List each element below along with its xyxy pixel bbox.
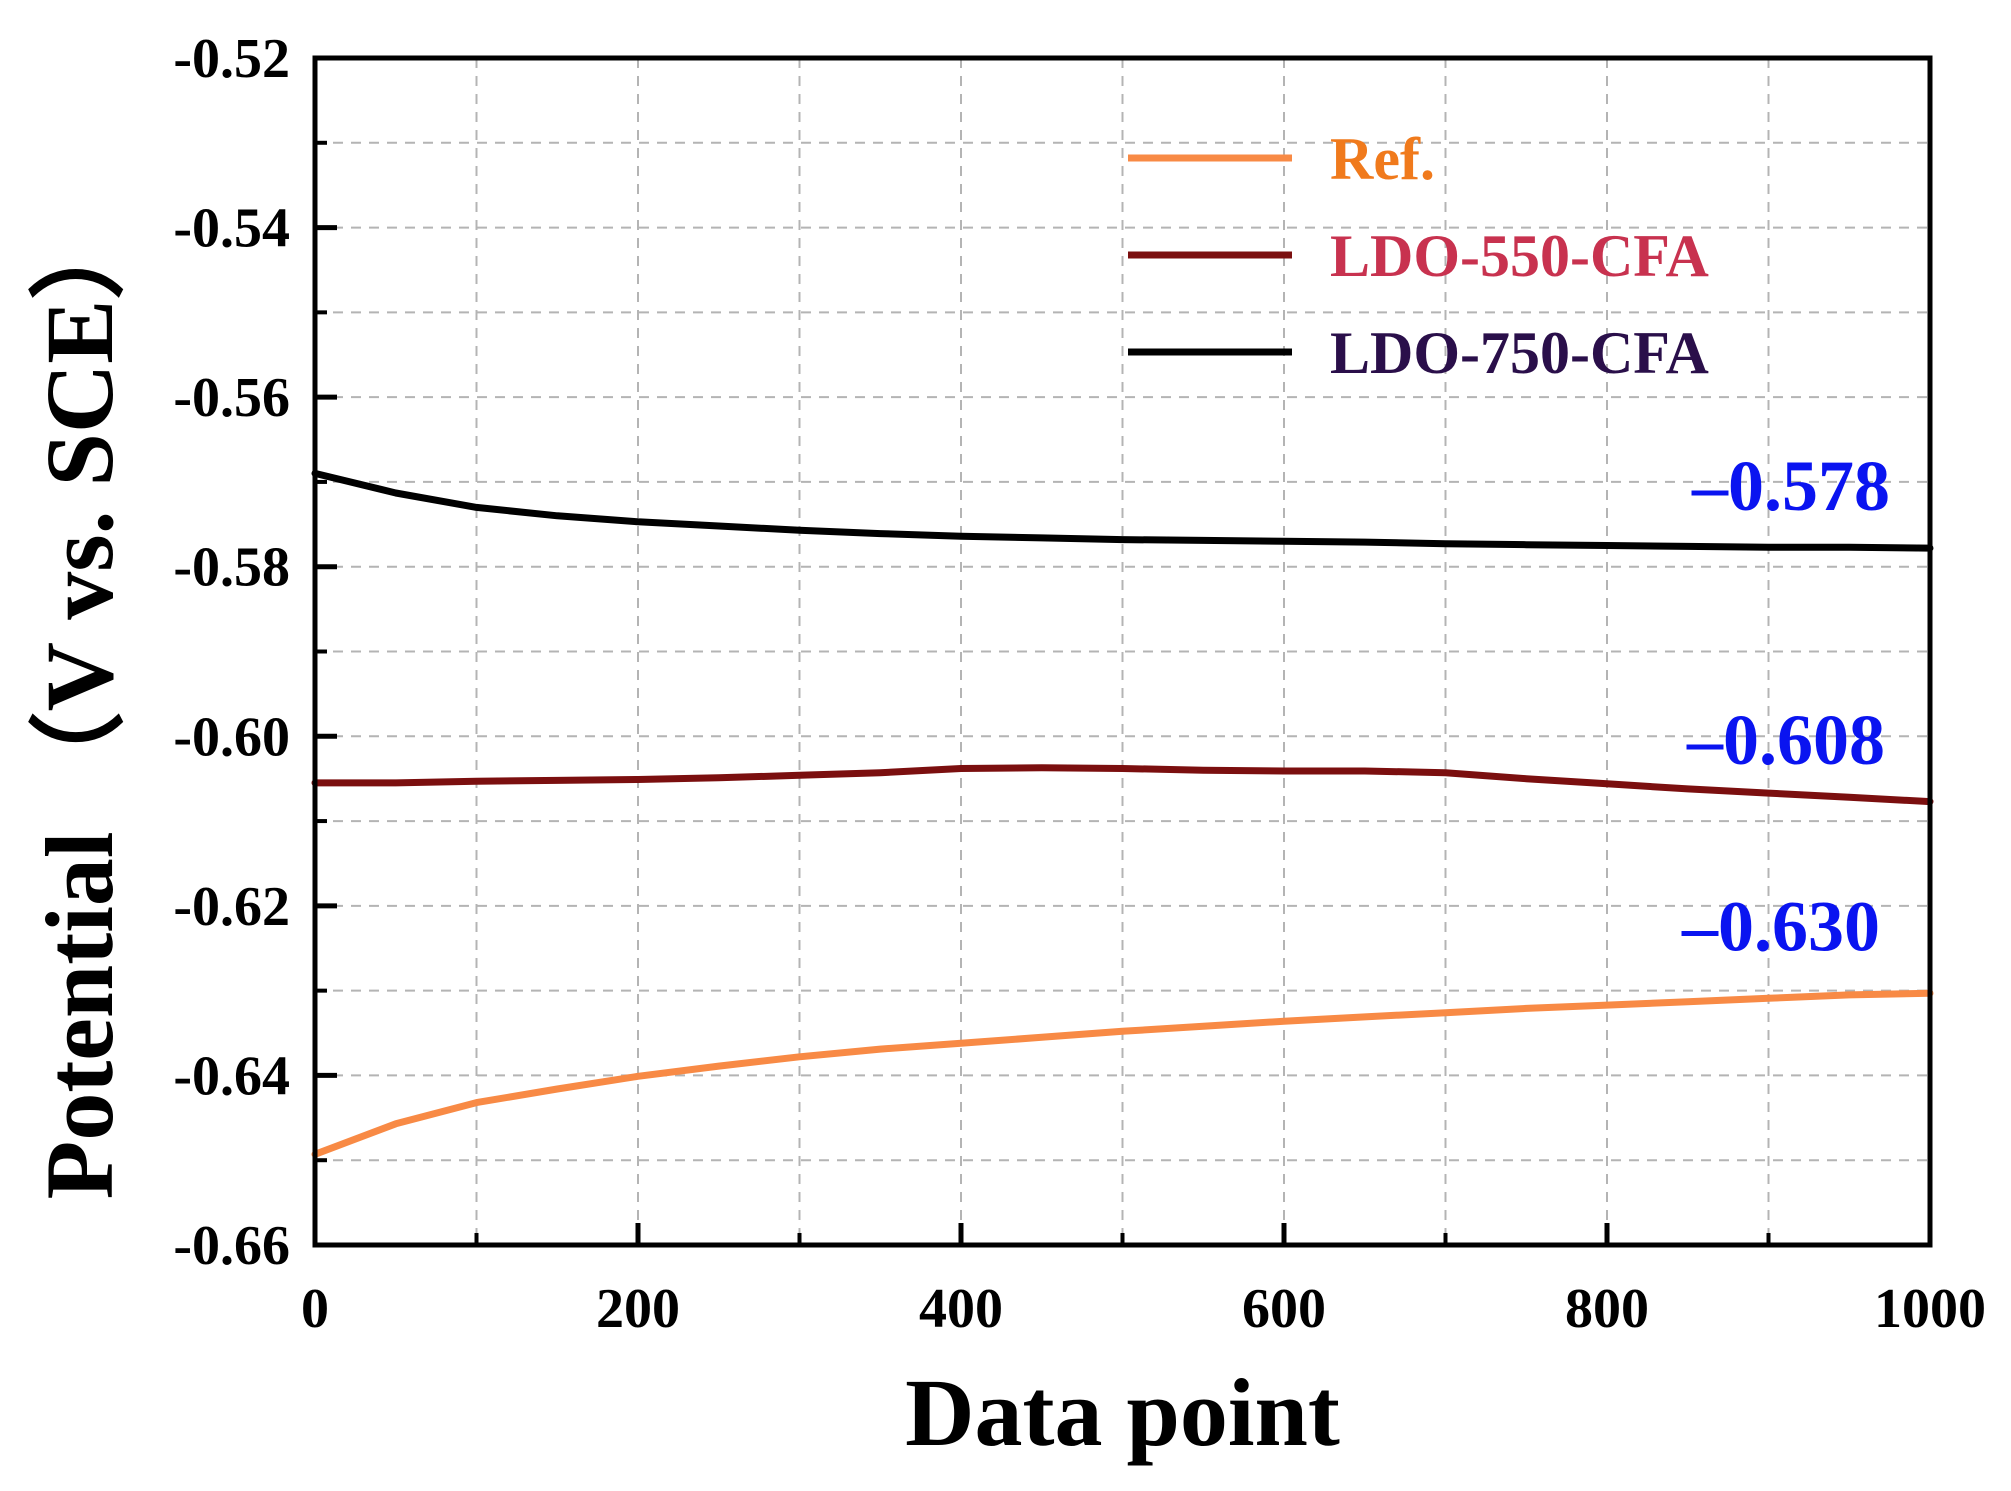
legend-label-ldo-750-cfa: LDO-750-CFA bbox=[1330, 320, 1709, 386]
series-line-ldo-750-cfa bbox=[311, 469, 1934, 552]
x-axis-title: Data point bbox=[905, 1359, 1340, 1466]
y-axis-title: Potential （V vs. SCE） bbox=[26, 204, 133, 1200]
y-tick-label: -0.62 bbox=[173, 876, 290, 938]
x-tick-label: 1000 bbox=[1874, 1278, 1986, 1340]
annotations: –0.578 –0.608 –0.630 bbox=[1681, 446, 1890, 967]
y-tick-label: -0.56 bbox=[173, 367, 290, 429]
x-tick-label: 400 bbox=[919, 1278, 1003, 1340]
series-line-ldo-550-cfa bbox=[311, 764, 1934, 806]
y-tick-label: -0.64 bbox=[173, 1045, 290, 1107]
series-layer bbox=[311, 469, 1934, 1158]
y-tick-label: -0.54 bbox=[173, 198, 290, 260]
value-annotation: –0.608 bbox=[1686, 700, 1885, 780]
y-axis-ticks: -0.52 -0.54 -0.56 -0.58 -0.60 -0.62 -0.64 -0.66 bbox=[173, 28, 337, 1277]
x-tick-label: 800 bbox=[1565, 1278, 1649, 1340]
value-annotation: –0.630 bbox=[1681, 887, 1880, 967]
x-tick-label: 0 bbox=[301, 1278, 329, 1340]
x-tick-label: 600 bbox=[1242, 1278, 1326, 1340]
series-line-ref bbox=[311, 989, 1934, 1158]
legend: Ref. LDO-550-CFA LDO-750-CFA bbox=[1128, 126, 1709, 386]
x-axis-ticks: 0 200 400 600 800 1000 bbox=[301, 1223, 1986, 1340]
y-tick-label: -0.66 bbox=[173, 1215, 290, 1277]
y-tick-label: -0.58 bbox=[173, 537, 290, 599]
x-tick-label: 200 bbox=[596, 1278, 680, 1340]
value-annotation: –0.578 bbox=[1691, 446, 1890, 526]
y-tick-label: -0.52 bbox=[173, 28, 290, 90]
legend-label-ldo-550-cfa: LDO-550-CFA bbox=[1330, 223, 1709, 289]
y-tick-label: -0.60 bbox=[173, 706, 290, 768]
legend-label-ref: Ref. bbox=[1330, 126, 1435, 192]
